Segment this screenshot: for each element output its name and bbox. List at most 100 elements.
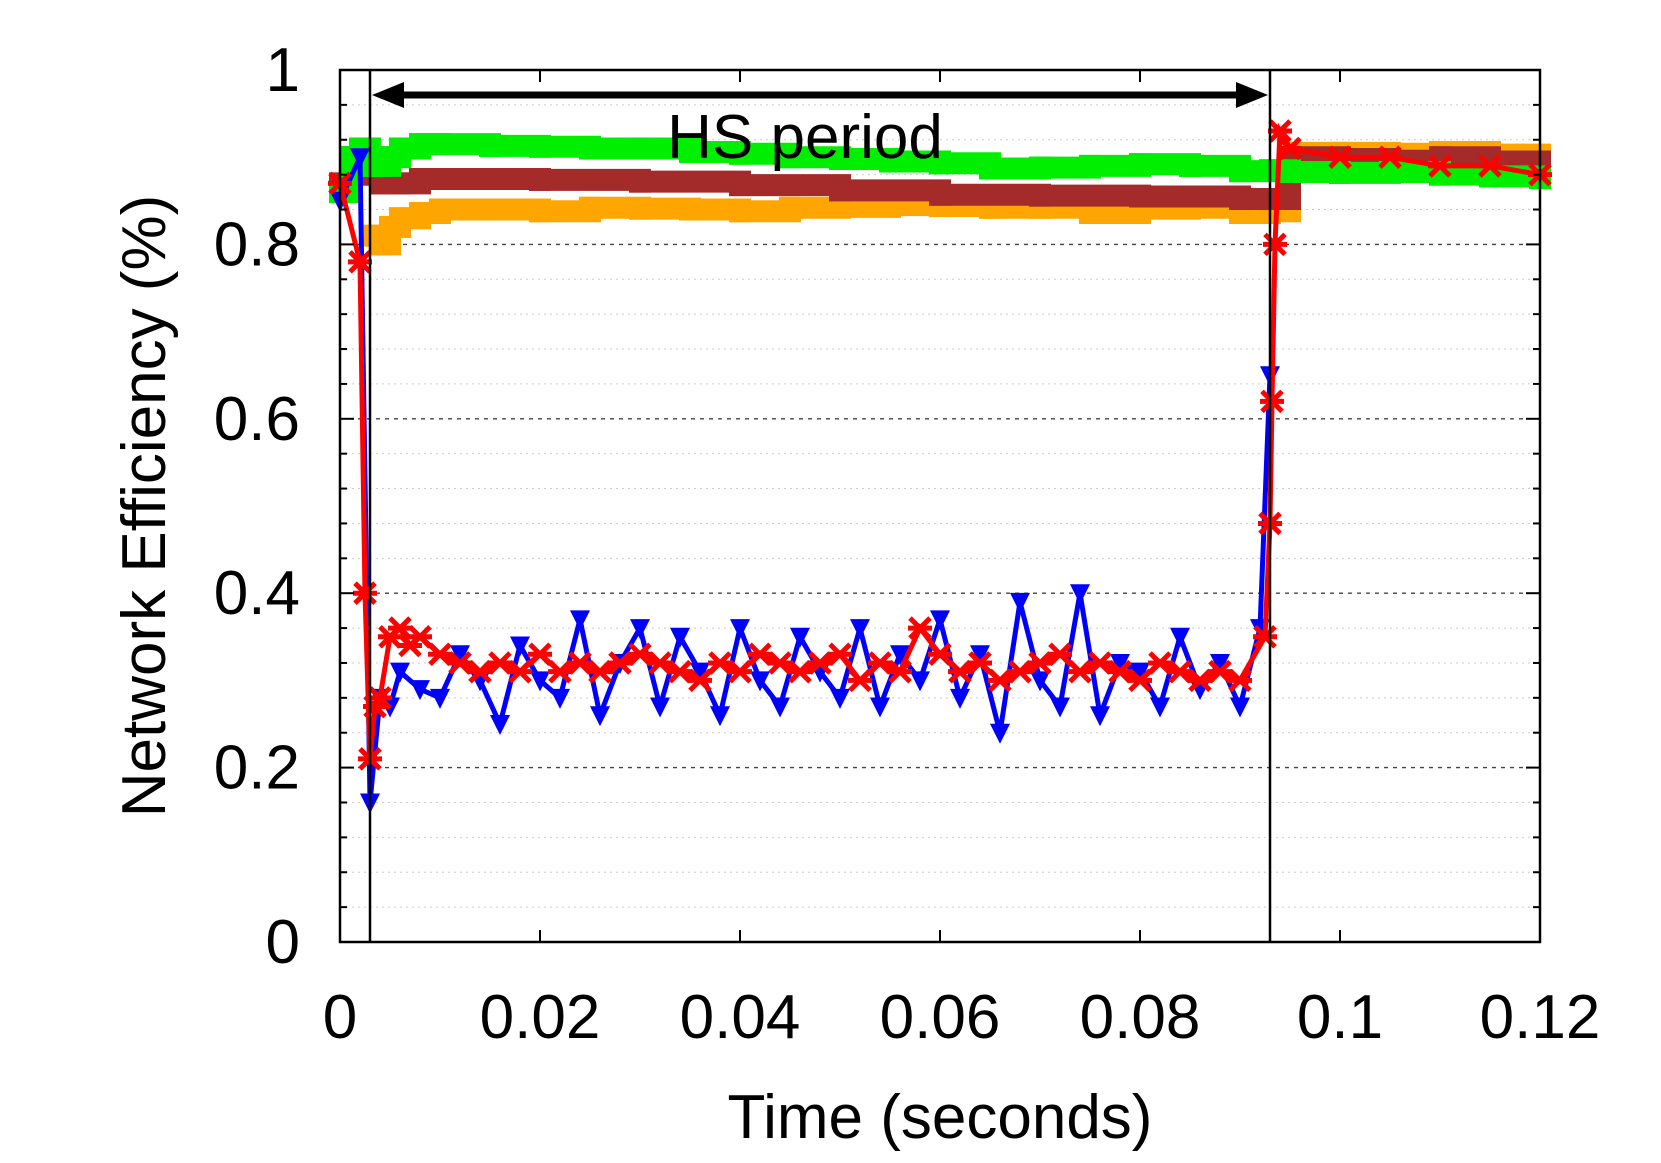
series-red-point [808,651,832,675]
series-green [329,133,1551,204]
axis-ticks [339,69,1541,943]
series-brown-point [829,179,851,202]
x-tick-label: 0.08 [1080,983,1201,1052]
series-red-point [1068,659,1092,684]
series-blue-point [750,671,770,692]
series-green-point [1179,154,1201,177]
series-orange-point [629,197,651,220]
series-blue-point [510,636,530,657]
series-red-point [1378,145,1402,169]
series-red-point [688,668,712,693]
series-red-point [408,625,432,649]
series-red-point [768,651,792,675]
series-orange-point [369,233,391,256]
series-green-point [1079,154,1101,177]
series-red-point [968,651,992,675]
series-blue-point [910,671,930,692]
series-blue-point [1010,592,1030,613]
series-blue-point [770,697,790,718]
series-red-point [1260,389,1284,414]
series-blue-point [1070,584,1090,605]
series-orange-point [829,195,851,218]
series-red-point [848,668,872,693]
x-tick-label: 0.1 [1297,983,1383,1052]
grid-lines [340,104,1540,908]
series-red-point [488,651,512,675]
series-blue-point [950,688,970,709]
series-red-point [608,651,632,675]
series-orange-point [529,200,551,223]
series-red-point [528,642,552,667]
series-green-point [1329,161,1351,184]
series-green-point [1229,160,1251,183]
series-blue-point [890,645,910,666]
series-green-point [629,137,651,160]
x-tick-label: 0.06 [880,983,1001,1052]
x-tick-label: 0.12 [1480,983,1601,1052]
series-blue-point [1110,653,1130,674]
series-red-point [428,642,452,667]
series-red-point [1108,659,1132,684]
y-tick-label: 1 [266,36,300,105]
series-blue-point [830,688,850,709]
series-brown-point [629,170,651,193]
series-orange-point [409,202,431,225]
series-red-point [1478,154,1502,178]
series-red-point [628,642,652,667]
annotation-layer: HS period [368,70,1272,942]
series-brown-point [389,172,411,195]
series-red-point [888,659,912,684]
series-red-point [468,659,492,684]
series-red-point [508,659,532,684]
series-brown-point [429,168,451,190]
series-red-point [988,668,1012,693]
series-red-point [348,250,372,274]
y-tick-label: 0 [266,908,300,977]
series-green-point [729,142,751,165]
series-blue-point [570,610,590,631]
series-brown-point [1229,188,1251,211]
x-tick-label: 0 [323,983,357,1052]
series-green-point [1129,153,1151,176]
series-red-point [828,642,852,667]
x-tick-label: 0.02 [480,983,601,1052]
series-green-point [979,157,1001,180]
series-red-point [648,651,672,675]
y-tick-label: 0.6 [214,385,300,454]
series-orange-point [729,200,751,223]
series-blue-point [1230,697,1250,718]
series-red-point [1268,119,1292,143]
series-blue-point [350,148,370,169]
series-brown-point [1129,185,1151,208]
x-axis-title: Time (seconds) [728,1083,1153,1152]
series-orange-point [579,196,601,219]
series-red-point [1088,651,1112,675]
series-blue-point [1030,671,1050,692]
series-blue-point [590,706,610,727]
period-arrow-head-left [372,82,404,108]
series-blue-point [870,697,890,718]
series-blue-point [430,688,450,709]
series-green-point [779,146,801,169]
series-green-point [529,135,551,158]
series-blue-point [1150,697,1170,718]
series-blue-point [1210,653,1230,674]
series-green-point [829,147,851,170]
y-tick-label: 0.2 [214,734,300,803]
series-green-point [479,134,501,157]
series-blue-point [390,662,410,683]
series-blue-point [730,619,750,640]
series-blue-point [650,697,670,718]
series-red-point [1028,651,1052,675]
series-blue-point [850,619,870,640]
series-green-point [1379,161,1401,184]
series-green-point [1279,161,1301,184]
series-blue-point [450,645,470,666]
series-red-point [588,659,612,684]
period-arrow-head-right [1236,82,1268,108]
series-red-point [548,659,572,684]
series-red-point [1328,145,1352,169]
series-red-point [1263,232,1287,257]
series-green-point [1029,156,1051,179]
